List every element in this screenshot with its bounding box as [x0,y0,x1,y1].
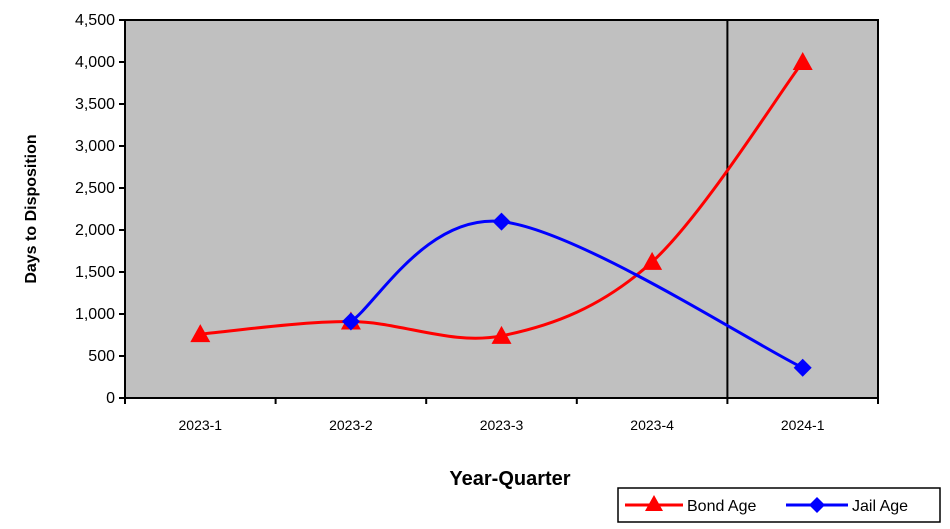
data-point-jail-age [492,212,511,231]
y-tick-label: 1,500 [75,264,115,281]
legend-marker-diamond-icon [809,497,825,513]
data-point-bond-age [792,52,813,70]
y-axis: 0 500 1,000 1,500 2,000 2,500 3,000 3,500 4,000 4… [75,12,125,407]
y-tick-label: 2,000 [75,222,115,239]
y-tick-label: 2,500 [75,180,115,197]
x-tick-label: 2023-4 [630,417,674,433]
data-point-jail-age [341,312,360,331]
data-point-jail-age [793,358,812,377]
y-tick-label: 500 [88,348,115,365]
data-point-bond-age [642,251,663,270]
legend: Bond Age Jail Age [617,487,941,523]
data-point-bond-age [190,324,211,343]
series-layer [190,52,813,377]
y-tick-label: 0 [106,390,115,407]
y-tick-label: 4,000 [75,54,115,71]
y-tick-label: 4,500 [75,12,115,29]
y-tick-label: 3,500 [75,96,115,113]
legend-marker-triangle-icon [645,495,663,511]
legend-label-bond: Bond Age [687,498,757,515]
series-line-bond-age [200,61,804,340]
x-axis-title: Year-Quarter [449,468,570,490]
series-line-jail-age [350,219,804,370]
x-tick-label: 2023-1 [179,417,223,433]
y-tick-label: 1,000 [75,306,115,323]
data-point-bond-age [491,325,512,344]
y-tick-label: 3,000 [75,138,115,155]
x-tick-label: 2023-3 [480,417,524,433]
y-axis-title: Days to Disposition [23,134,40,283]
x-tick-label: 2023-2 [329,417,373,433]
x-axis: 2023-1 2023-2 2023-3 2023-4 2024-1 [124,398,879,433]
legend-label-jail: Jail Age [852,498,908,515]
x-tick-label: 2024-1 [781,417,825,433]
